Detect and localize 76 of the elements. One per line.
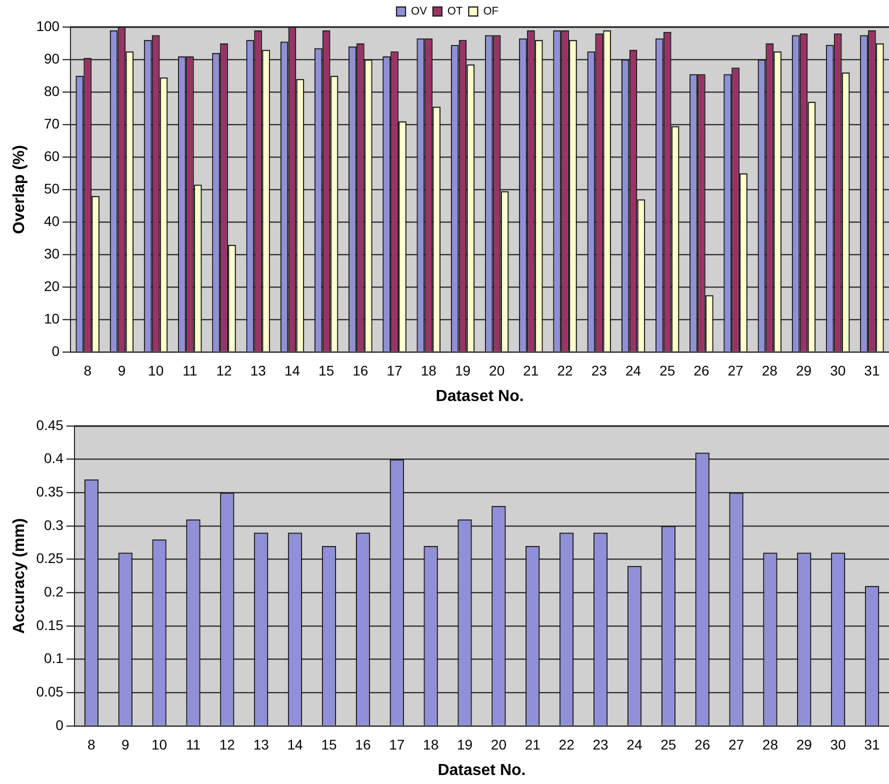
- x-tick-label: 31: [864, 736, 880, 752]
- x-tick-label: 20: [490, 736, 507, 752]
- y-tick-label: 0.2: [44, 584, 64, 600]
- x-tick-label: 17: [386, 362, 403, 378]
- x-tick-label: 10: [148, 362, 164, 378]
- x-tick-label: 29: [796, 362, 812, 378]
- x-tick-label: 30: [830, 736, 846, 752]
- x-tick-label: 21: [523, 362, 539, 378]
- x-tick-label: 19: [454, 362, 471, 378]
- y-tick-label: 0: [52, 342, 60, 359]
- x-tick-label: 9: [118, 362, 126, 378]
- y-tick-label: 0.1: [44, 650, 64, 666]
- y-axis-title: Overlap (%): [11, 145, 28, 234]
- x-tick-label: 18: [423, 736, 439, 752]
- x-tick-label: 24: [626, 736, 642, 752]
- x-axis-title: Dataset No.: [436, 388, 524, 405]
- x-tick-label: 11: [186, 736, 201, 752]
- x-tick-label: 29: [796, 736, 812, 752]
- x-tick-label: 13: [250, 362, 266, 378]
- x-tick-label: 15: [321, 736, 337, 752]
- x-tick-label: 28: [762, 736, 778, 752]
- x-tick-label: 21: [524, 736, 541, 752]
- y-tick-label: 0: [56, 716, 64, 733]
- x-tick-label: 23: [592, 736, 609, 752]
- y-tick-label: 20: [44, 278, 60, 294]
- x-tick-label: 9: [121, 736, 130, 752]
- x-tick-label: 13: [253, 736, 270, 752]
- x-tick-label: 12: [219, 736, 236, 752]
- y-tick-label: 10: [44, 310, 60, 326]
- y-tick-label: 0.4: [44, 450, 64, 466]
- x-tick-label: 27: [728, 362, 744, 378]
- x-tick-label: 8: [88, 736, 96, 752]
- y-tick-label: 100: [36, 18, 60, 34]
- y-tick-label: 0.25: [36, 550, 64, 566]
- x-tick-label: 22: [557, 362, 574, 378]
- y-tick-label: 0.3: [44, 516, 64, 533]
- x-tick-label: 23: [591, 362, 608, 378]
- x-axis-title: Dataset No.: [438, 762, 526, 779]
- x-tick-label: 18: [420, 362, 437, 378]
- y-tick-label: 0.45: [36, 416, 64, 433]
- x-tick-label: 24: [625, 362, 642, 378]
- x-tick-label: 28: [762, 362, 778, 378]
- legend-label: OV: [411, 6, 428, 18]
- x-tick-label: 27: [728, 736, 744, 752]
- x-tick-label: 26: [694, 362, 710, 378]
- y-tick-label: 0.05: [36, 684, 64, 700]
- x-tick-label: 16: [352, 362, 368, 378]
- x-tick-label: 16: [355, 736, 371, 752]
- y-tick-label: 30: [44, 245, 60, 262]
- y-tick-label: 0.15: [36, 616, 64, 633]
- x-tick-label: 31: [864, 362, 880, 378]
- x-tick-label: 30: [830, 362, 846, 378]
- x-tick-label: 14: [287, 736, 304, 752]
- y-tick-label: 60: [44, 148, 60, 164]
- x-tick-label: 14: [284, 362, 300, 378]
- x-tick-label: 19: [456, 736, 473, 752]
- x-tick-label: 25: [660, 736, 676, 752]
- x-tick-label: 26: [694, 736, 710, 752]
- x-tick-label: 8: [84, 362, 92, 378]
- x-tick-label: 17: [389, 736, 405, 752]
- y-tick-label: 40: [44, 212, 60, 229]
- x-tick-label: 11: [182, 362, 198, 378]
- legend-label: OF: [483, 6, 499, 18]
- y-axis-title: Accuracy (mm): [11, 518, 28, 634]
- y-tick-label: 70: [44, 115, 60, 132]
- x-tick-label: 25: [660, 362, 676, 378]
- y-tick-label: 90: [44, 50, 60, 66]
- y-tick-label: 50: [44, 180, 60, 196]
- x-tick-label: 20: [489, 362, 505, 378]
- y-tick-label: 0.35: [36, 484, 64, 500]
- x-tick-label: 15: [318, 362, 334, 378]
- y-tick-label: 80: [44, 82, 60, 99]
- legend-label: OT: [447, 6, 463, 18]
- x-tick-label: 10: [152, 736, 168, 752]
- x-tick-label: 22: [558, 736, 575, 752]
- x-tick-label: 12: [216, 362, 232, 378]
